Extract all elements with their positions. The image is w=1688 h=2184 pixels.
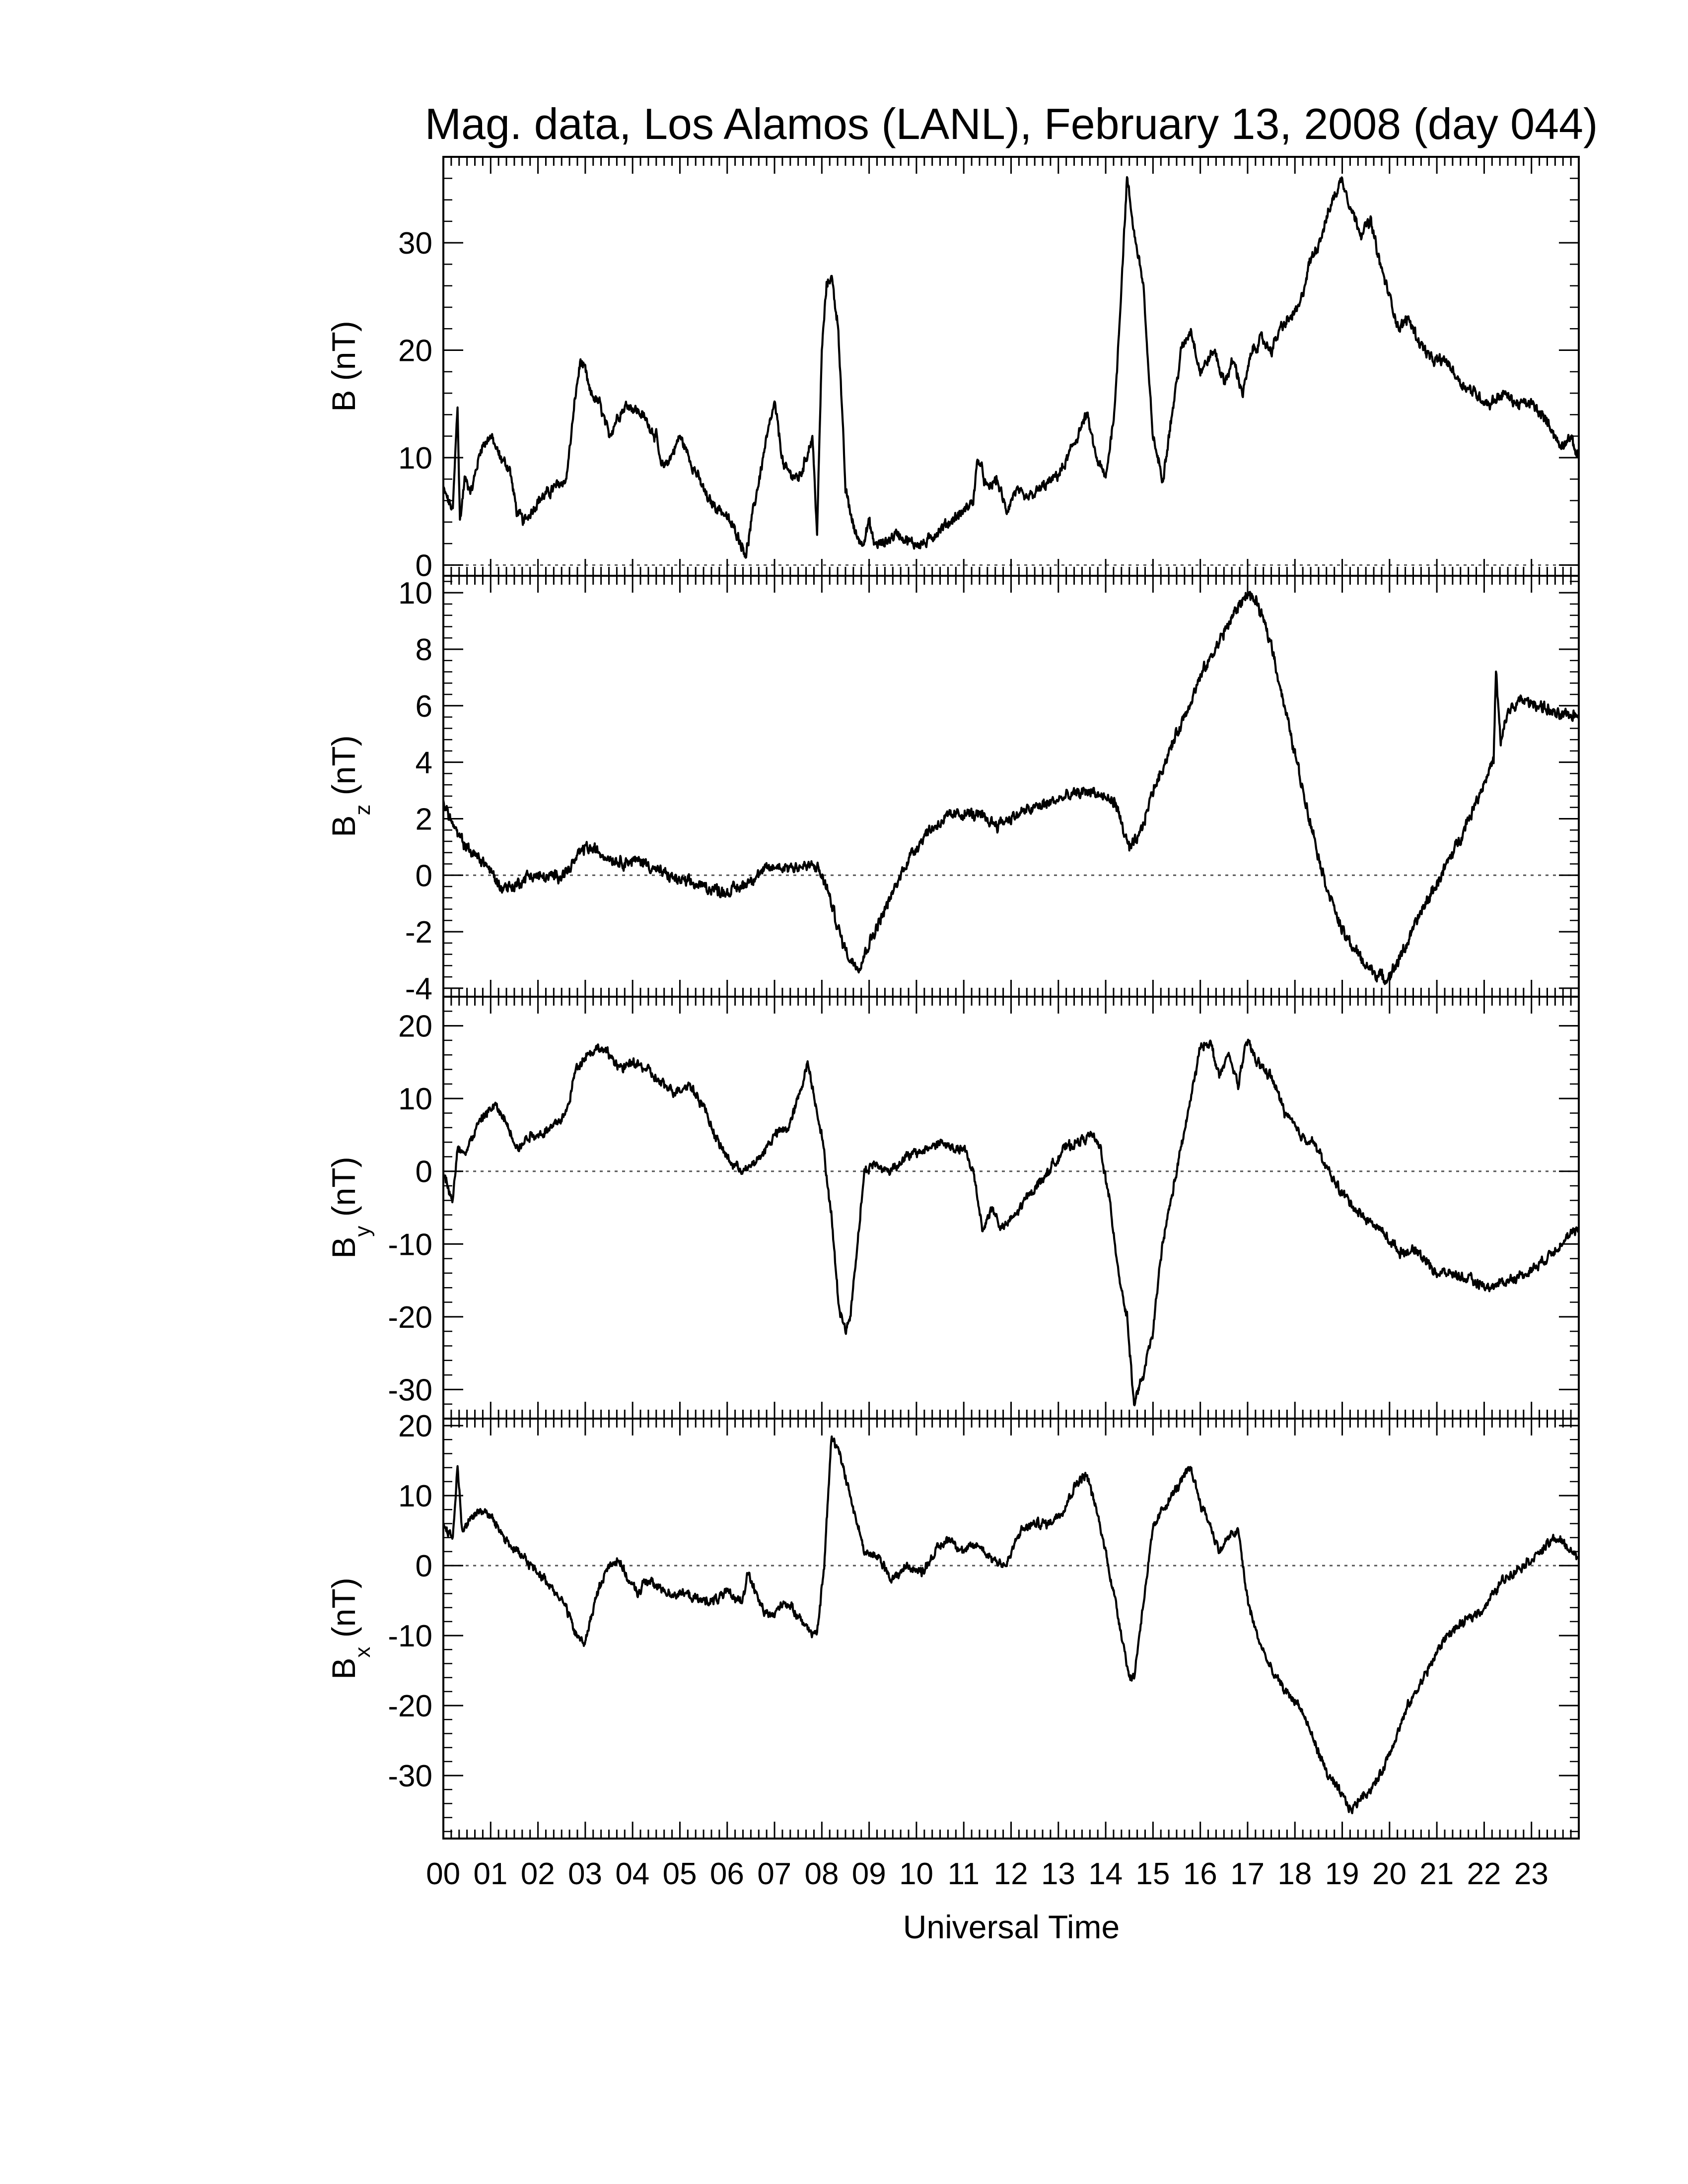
y-tick-label: 10 <box>398 1082 432 1116</box>
x-tick-label: 11 <box>948 1857 980 1891</box>
y-tick-label: -20 <box>388 1300 432 1335</box>
x-axis-label: Universal Time <box>903 1909 1120 1945</box>
y-tick-label: 30 <box>398 226 432 261</box>
x-axis-tick-labels: 00 01 02 03 04 05 06 07 08 09 10 11 12 13 14 15 16 17 18 19… <box>426 1857 1548 1891</box>
y-tick-label: 0 <box>416 859 432 893</box>
y-axis-label-unit: (nT) <box>325 1577 362 1646</box>
series-line-Bz <box>442 591 1580 985</box>
y-tick-label: -10 <box>388 1619 432 1653</box>
x-tick-label: 21 <box>1419 1857 1454 1891</box>
x-tick-label: 20 <box>1372 1857 1407 1891</box>
y-tick-label: 20 <box>398 1409 432 1443</box>
y-axis-label-base: B <box>325 816 362 837</box>
x-tick-label: 16 <box>1183 1857 1217 1891</box>
y-tick-label: 8 <box>416 633 432 667</box>
y-axis-label-unit: (nT) <box>325 321 362 390</box>
x-tick-label: 06 <box>710 1857 744 1891</box>
y-axis-label-subscript: x <box>351 1647 375 1658</box>
y-tick-label: 20 <box>398 1010 432 1044</box>
panel-Bx: -30 -20 -10 0 10 20 Bx (nT) <box>325 1409 1580 1840</box>
x-tick-label: 15 <box>1136 1857 1170 1891</box>
x-tick-label: 19 <box>1325 1857 1359 1891</box>
series-line-By <box>442 1038 1580 1407</box>
y-axis-label-subscript: y <box>351 1226 375 1237</box>
y-axis-label-B: B (nT) <box>325 321 362 411</box>
y-tick-label: -4 <box>405 972 432 1006</box>
x-tick-label: 02 <box>521 1857 555 1891</box>
x-tick-label: 23 <box>1514 1857 1548 1891</box>
y-tick-label: -30 <box>388 1759 432 1793</box>
y-tick-label: -2 <box>405 915 432 950</box>
x-tick-label: 12 <box>994 1857 1028 1891</box>
y-axis-label-base: B <box>325 390 362 412</box>
series-line-Bx <box>442 1435 1580 1815</box>
y-axis-label-unit: (nT) <box>325 735 362 804</box>
series-line-B <box>442 176 1580 559</box>
y-tick-label: 2 <box>416 802 432 836</box>
y-tick-label: 4 <box>416 746 432 780</box>
y-axis-label-unit: (nT) <box>325 1157 362 1226</box>
y-tick-label: 6 <box>416 689 432 724</box>
y-tick-label: -20 <box>388 1689 432 1723</box>
y-axis-label-base: B <box>325 1237 362 1259</box>
panel-B: 0 10 20 30 B (nT) <box>325 156 1580 583</box>
y-tick-label: -30 <box>388 1373 432 1407</box>
x-tick-label: 10 <box>899 1857 933 1891</box>
x-tick-label: 04 <box>615 1857 649 1891</box>
x-tick-label: 13 <box>1041 1857 1075 1891</box>
y-tick-label: 0 <box>416 548 432 583</box>
y-tick-label: 10 <box>398 576 432 611</box>
x-tick-label: 09 <box>852 1857 886 1891</box>
x-tick-label: 01 <box>473 1857 507 1891</box>
chart-title: Mag. data, Los Alamos (LANL), February 1… <box>425 99 1598 148</box>
x-tick-label: 07 <box>757 1857 791 1891</box>
y-tick-label: -10 <box>388 1228 432 1262</box>
y-axis-label-subscript: z <box>351 805 375 816</box>
panel-By: -30 -20 -10 0 10 20 By (nT) <box>325 996 1580 1420</box>
x-tick-label: 05 <box>663 1857 697 1891</box>
x-tick-label: 14 <box>1088 1857 1123 1891</box>
y-tick-label: 0 <box>416 1155 432 1189</box>
y-tick-label: 20 <box>398 334 432 368</box>
x-tick-label: 17 <box>1230 1857 1265 1891</box>
y-axis-label-By: By (nT) <box>325 1157 375 1258</box>
y-axis-label-Bz: Bz (nT) <box>325 735 375 837</box>
y-tick-label: 10 <box>398 441 432 476</box>
y-axis-label-Bx: Bx (nT) <box>325 1577 375 1679</box>
x-tick-label: 22 <box>1467 1857 1501 1891</box>
y-tick-label: 0 <box>416 1549 432 1583</box>
x-tick-label: 00 <box>426 1857 460 1891</box>
y-axis-label-base: B <box>325 1658 362 1680</box>
x-tick-label: 03 <box>568 1857 602 1891</box>
x-tick-label: 08 <box>804 1857 839 1891</box>
y-tick-label: 10 <box>398 1479 432 1513</box>
x-tick-label: 18 <box>1277 1857 1312 1891</box>
